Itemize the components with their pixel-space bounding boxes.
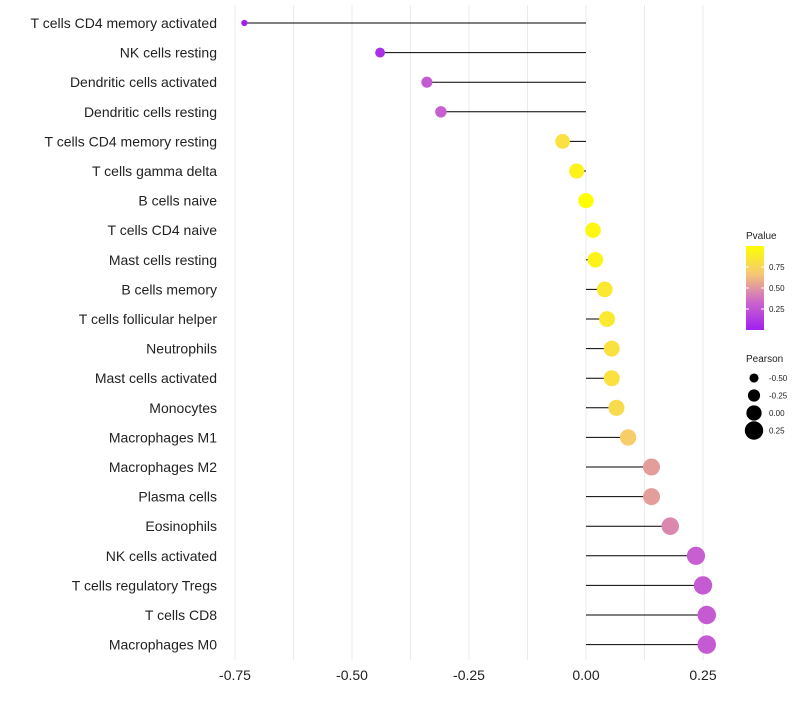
- lollipop-point: [375, 47, 386, 58]
- lollipop-point: [435, 106, 447, 118]
- category-label: Dendritic cells activated: [70, 74, 217, 90]
- category-label: Dendritic cells resting: [84, 104, 217, 120]
- lollipop-point: [421, 76, 433, 88]
- lollipop-point: [643, 488, 661, 506]
- pearson-legend-dot: [746, 405, 762, 421]
- x-tick-label: -0.50: [336, 667, 368, 683]
- lollipop-point: [697, 605, 716, 625]
- x-tick-label: 0.00: [572, 667, 599, 683]
- category-label: T cells CD4 memory resting: [45, 133, 217, 149]
- lollipop-point: [608, 399, 625, 416]
- lollipop-point: [693, 576, 713, 595]
- pearson-legend-dot: [744, 421, 764, 440]
- pearson-legend-label: 0.25: [769, 427, 785, 436]
- lollipop-points: [241, 19, 716, 654]
- pvalue-legend: Pvalue 0.25 0.50 0.75: [746, 231, 785, 330]
- lollipop-point: [697, 635, 716, 654]
- category-label: NK cells activated: [106, 548, 217, 564]
- pearson-legend-label: -0.25: [769, 392, 788, 401]
- category-label: Macrophages M2: [109, 459, 217, 475]
- category-label: Mast cells activated: [95, 370, 217, 386]
- lollipop-point: [603, 340, 620, 357]
- category-labels: T cells CD4 memory activated NK cells res…: [31, 15, 218, 653]
- pvalue-legend-title: Pvalue: [746, 231, 777, 242]
- lollipop-point: [643, 458, 661, 476]
- lollipop-point: [587, 252, 604, 268]
- x-tick-label: -0.25: [453, 667, 485, 683]
- category-label: T cells gamma delta: [92, 163, 217, 179]
- x-axis-tick-labels: -0.75 -0.50 -0.25 0.00 0.25: [219, 667, 717, 683]
- x-tick-label: -0.75: [219, 667, 251, 683]
- category-label: Macrophages M0: [109, 637, 217, 653]
- pvalue-legend-label: 0.50: [769, 284, 785, 293]
- lollipop-point: [585, 222, 601, 238]
- pearson-legend: Pearson -0.50 -0.25 0.00 0.25: [744, 354, 788, 440]
- category-label: T cells CD4 memory activated: [31, 15, 217, 31]
- lollipop-point: [686, 546, 706, 565]
- category-label: NK cells resting: [120, 45, 217, 61]
- x-tick-label: 0.25: [689, 667, 716, 683]
- category-label: Eosinophils: [145, 518, 217, 534]
- pearson-legend-title: Pearson: [746, 354, 783, 365]
- lollipop-point: [569, 163, 585, 179]
- pearson-legend-dot: [747, 389, 761, 402]
- category-label: T cells CD8: [145, 607, 217, 623]
- category-label: B cells memory: [121, 281, 217, 297]
- category-label: B cells naive: [138, 193, 217, 209]
- category-label: Mast cells resting: [109, 252, 217, 268]
- lollipop-point: [661, 517, 680, 535]
- pearson-legend-label: -0.50: [769, 374, 788, 383]
- grid-lines: [234, 5, 704, 660]
- pvalue-legend-label: 0.75: [769, 263, 785, 272]
- pearson-legend-dot: [749, 373, 759, 383]
- lollipop-point: [599, 311, 615, 327]
- category-label: T cells follicular helper: [79, 311, 218, 327]
- lollipop-stems: [244, 22, 707, 646]
- pvalue-colorbar: [746, 246, 764, 330]
- category-label: Macrophages M1: [109, 429, 217, 445]
- category-label: Monocytes: [149, 400, 217, 416]
- category-label: T cells CD4 naive: [108, 222, 218, 238]
- category-label: Neutrophils: [146, 341, 217, 357]
- lollipop-point: [603, 370, 620, 387]
- lollipop-point: [596, 281, 613, 298]
- lollipop-point: [578, 192, 594, 209]
- category-label: T cells regulatory Tregs: [72, 577, 217, 593]
- lollipop-point: [619, 429, 637, 446]
- pearson-legend-label: 0.00: [769, 409, 785, 418]
- lollipop-point: [241, 19, 248, 27]
- category-label: Plasma cells: [138, 489, 217, 505]
- lollipop-point: [555, 134, 570, 149]
- pvalue-legend-label: 0.25: [769, 305, 785, 314]
